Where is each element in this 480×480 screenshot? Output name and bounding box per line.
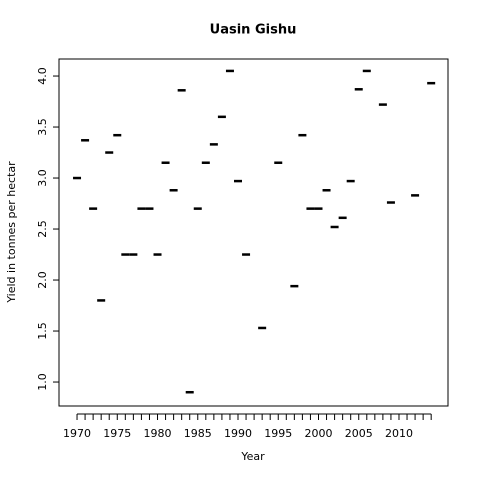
y-axis-label: Yield in tonnes per hectar [5, 161, 18, 304]
x-tick-label: 1975 [103, 427, 131, 440]
chart-title: Uasin Gishu [210, 23, 297, 38]
x-tick-label: 2000 [304, 427, 332, 440]
y-tick-label: 3.0 [36, 169, 49, 187]
x-tick-label: 1995 [264, 427, 292, 440]
x-tick-label: 1990 [224, 427, 252, 440]
x-tick-label: 1970 [63, 427, 91, 440]
y-tick-label: 2.5 [36, 220, 49, 238]
x-axis-label: Year [240, 450, 265, 463]
x-tick-label: 2010 [385, 427, 413, 440]
plot-box [58, 58, 449, 407]
y-tick-label: 1.5 [36, 322, 49, 340]
x-tick-label: 2005 [345, 427, 373, 440]
x-tick-label: 1985 [184, 427, 212, 440]
x-tick-label: 1980 [144, 427, 172, 440]
y-tick-label: 4.0 [36, 67, 49, 85]
y-tick-label: 3.5 [36, 118, 49, 136]
y-tick-label: 1.0 [36, 373, 49, 391]
y-tick-label: 2.0 [36, 271, 49, 289]
